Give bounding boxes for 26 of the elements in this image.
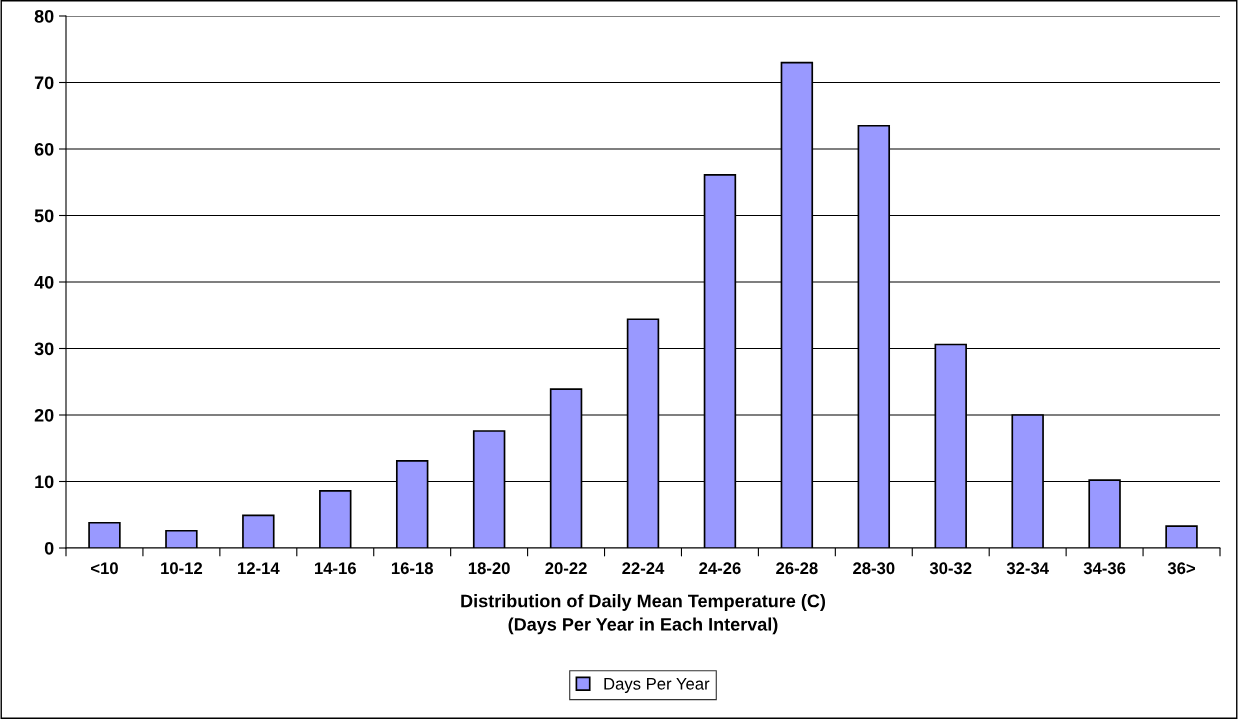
x-tick-label: 24-26 (699, 562, 741, 575)
x-tick-label: 22-24 (622, 562, 665, 574)
y-tick-label: 20 (34, 408, 54, 422)
x-tick-label: 34-36 (1083, 562, 1126, 575)
x-tick-label: 14-16 (315, 562, 356, 575)
y-tick-label: 70 (34, 76, 54, 90)
y-tick-label: 0 (44, 541, 54, 555)
y-tick-label: 10 (35, 475, 54, 489)
y-tick-label: 30 (34, 342, 54, 356)
x-tick-label: 12-14 (238, 562, 280, 574)
x-tick-label: <10 (91, 562, 118, 575)
legend-label: Days Per Year (604, 678, 710, 694)
x-tick-label: 18-20 (468, 562, 510, 575)
y-tick-label: 60 (34, 142, 54, 156)
y-tick-label: 80 (34, 9, 54, 23)
x-tick-label: 16-18 (391, 562, 433, 575)
x-tick-label: 10-12 (161, 562, 203, 575)
x-tick-label: 32-34 (1006, 562, 1049, 575)
x-axis-title: Distribution of Daily Mean Temperature (C) (Days Per Year in Each Interval) (461, 594, 826, 635)
x-tick-label: 20-22 (545, 562, 587, 575)
y-tick-label: 50 (34, 209, 54, 223)
x-tick-label: 26-28 (776, 562, 818, 575)
y-tick-label: 40 (34, 275, 54, 289)
x-tick-label: 28-30 (853, 562, 895, 575)
x-tick-label: 30-32 (929, 562, 972, 575)
x-tick-label: 36> (1167, 562, 1195, 575)
